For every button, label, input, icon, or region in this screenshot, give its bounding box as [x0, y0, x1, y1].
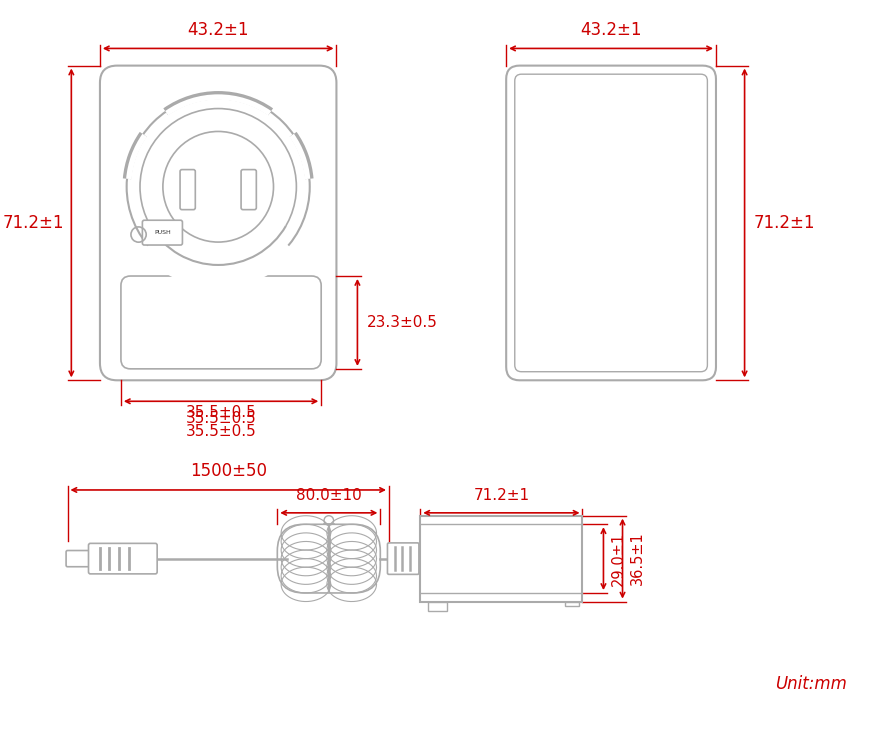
- Text: 35.5±0.5: 35.5±0.5: [186, 424, 256, 439]
- Text: 71.2±1: 71.2±1: [3, 214, 63, 232]
- Text: PUSH: PUSH: [154, 230, 171, 236]
- Text: 29.0±1: 29.0±1: [611, 532, 626, 586]
- FancyBboxPatch shape: [121, 276, 321, 369]
- Text: 43.2±1: 43.2±1: [187, 21, 249, 39]
- Text: 1500±50: 1500±50: [190, 463, 267, 481]
- FancyBboxPatch shape: [241, 170, 256, 210]
- Bar: [565, 602, 579, 606]
- FancyBboxPatch shape: [100, 65, 336, 380]
- FancyBboxPatch shape: [515, 74, 708, 372]
- Text: 71.2±1: 71.2±1: [754, 214, 816, 232]
- FancyBboxPatch shape: [143, 220, 182, 245]
- Text: 35.5±0.5: 35.5±0.5: [186, 405, 256, 420]
- FancyBboxPatch shape: [180, 170, 195, 210]
- FancyBboxPatch shape: [89, 543, 158, 574]
- FancyBboxPatch shape: [66, 550, 92, 567]
- Text: 23.3±0.5: 23.3±0.5: [367, 315, 438, 330]
- Text: 43.2±1: 43.2±1: [580, 21, 642, 39]
- Text: 71.2±1: 71.2±1: [473, 488, 530, 503]
- FancyBboxPatch shape: [387, 543, 419, 574]
- Text: Unit:mm: Unit:mm: [774, 674, 847, 692]
- FancyBboxPatch shape: [506, 65, 716, 380]
- Text: 36.5±1: 36.5±1: [630, 532, 645, 586]
- Text: 80.0±10: 80.0±10: [296, 488, 362, 503]
- Text: 35.5±0.5: 35.5±0.5: [186, 411, 256, 426]
- Bar: [428, 602, 447, 611]
- Bar: [421, 516, 583, 602]
